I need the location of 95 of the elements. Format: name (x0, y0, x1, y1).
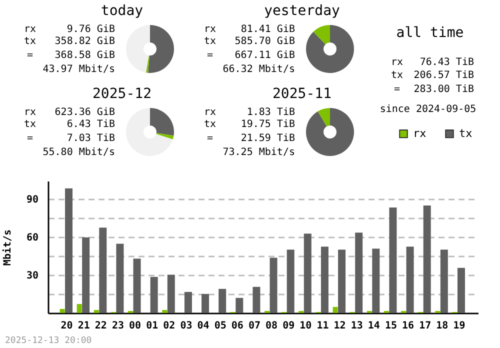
chart-title: today (100, 3, 144, 19)
text: = 283.00 TiB (394, 84, 474, 95)
x-tick-label: 18 (436, 320, 448, 332)
bar (94, 310, 99, 313)
donut-slice (306, 25, 354, 73)
text: = 21.59 TiB (206, 133, 295, 144)
donut-slice (126, 25, 150, 73)
bar (65, 188, 73, 313)
bar (440, 250, 448, 313)
text: 55.80 Mbit/s (42, 147, 115, 158)
donut-slice (313, 25, 330, 44)
bar (286, 250, 294, 313)
bar (99, 228, 107, 313)
bar (82, 237, 90, 313)
x-tick-label: 02 (163, 320, 176, 332)
y-tick-label: 60 (26, 232, 38, 244)
text: 66.32 Mbit/s (222, 64, 295, 75)
donut-slice (126, 108, 173, 156)
x-tick-label: 21 (78, 320, 90, 332)
bar (457, 268, 465, 313)
x-tick-label: 13 (350, 320, 363, 332)
legend-label: tx (459, 126, 473, 140)
donut-slice (156, 132, 174, 140)
bar (332, 306, 338, 313)
text: all time (396, 25, 464, 41)
x-tick-label: 10 (300, 320, 312, 332)
x-tick-label: 19 (453, 320, 466, 332)
text: rx 1.83 TiB (204, 107, 295, 118)
text: 2025-12-13 20:00 (5, 336, 92, 346)
bar (202, 294, 210, 313)
bar (184, 292, 192, 313)
x-tick-label: 00 (129, 320, 142, 332)
text: rx 9.76 GiB (24, 24, 115, 35)
bar (162, 310, 168, 313)
x-tick-label: 15 (384, 320, 397, 332)
text: rx 81.41 GiB (204, 24, 295, 35)
text: since 2024-09-05 (380, 104, 476, 115)
x-tick-label: 05 (214, 320, 226, 332)
text: tx 19.75 TiB (204, 119, 295, 130)
bar (406, 246, 414, 313)
x-tick-label: 22 (94, 320, 107, 332)
bar (270, 258, 278, 313)
x-tick-label: 07 (248, 320, 260, 332)
donut-slice (306, 108, 354, 156)
x-tick-label: 20 (60, 320, 73, 332)
x-tick-label: 16 (402, 320, 414, 332)
text: 73.25 Mbit/s (222, 147, 295, 158)
x-tick-label: 12 (334, 320, 346, 332)
bar (133, 258, 141, 313)
bar (320, 246, 328, 313)
x-tick-label: 03 (180, 320, 192, 332)
text: rx 623.36 GiB (24, 107, 115, 118)
x-tick-label: 17 (419, 320, 432, 332)
x-tick-label: 04 (197, 320, 210, 332)
donut-slice (146, 55, 150, 73)
bar (389, 208, 397, 313)
bar (218, 288, 226, 313)
x-tick-label: 08 (266, 320, 278, 332)
x-tick-label: 14 (368, 320, 380, 332)
y-tick-label: 30 (26, 270, 38, 282)
bar (167, 274, 175, 313)
bar (116, 244, 124, 313)
y-tick-label: 90 (26, 194, 38, 206)
text: = 368.58 GiB (26, 50, 115, 61)
bar (60, 308, 65, 313)
chart-title: yesterday (264, 3, 340, 19)
donut-slice (148, 25, 174, 73)
legend-label: rx (413, 126, 427, 140)
bar (252, 286, 260, 313)
bar (76, 304, 82, 313)
bar (150, 276, 158, 313)
text: = 7.03 TiB (26, 133, 115, 144)
x-tick-label: 09 (282, 320, 295, 332)
text: tx 358.82 GiB (24, 36, 115, 47)
text: tx 585.70 GiB (204, 36, 295, 47)
chart-title: 2025-11 (272, 86, 332, 102)
chart-title: 2025-12 (92, 86, 152, 102)
x-tick-label: 23 (112, 320, 124, 332)
text: = 667.11 GiB (206, 50, 295, 61)
donut-slice (318, 108, 330, 126)
x-tick-label: 01 (146, 320, 158, 332)
bar (338, 250, 346, 313)
x-tick-label: 06 (231, 320, 244, 332)
text: tx 206.57 TiB (390, 70, 474, 81)
bar (423, 205, 431, 313)
x-tick-label: 11 (316, 320, 329, 332)
bar (236, 298, 244, 313)
text: 43.97 Mbit/s (42, 64, 115, 75)
bar (304, 234, 312, 313)
bar (355, 232, 363, 313)
y-axis-title: Mbit/s (1, 229, 14, 266)
donut-slice (150, 108, 174, 136)
text: rx 76.43 TiB (390, 57, 474, 68)
text: tx 6.43 TiB (24, 119, 115, 130)
bar (372, 248, 380, 313)
